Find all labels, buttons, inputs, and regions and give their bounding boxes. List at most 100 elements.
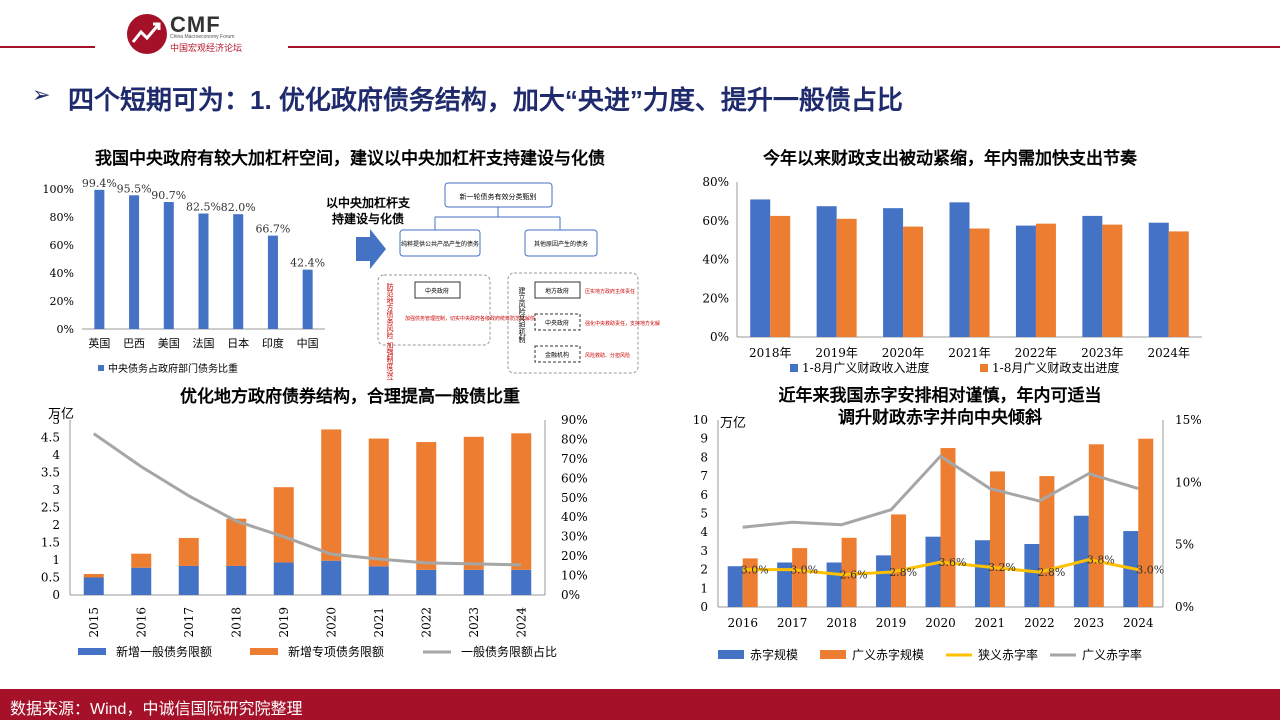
chart1-bar xyxy=(302,269,313,329)
chart4-ytick: 8 xyxy=(700,450,708,464)
chart2-legend-label: 1-8月广义财政收入进度 xyxy=(802,360,929,375)
chart2-xtick: 2021年 xyxy=(948,346,991,360)
debt-classification-diagram: 以中央加杠杆支 持建设与化债 新一轮债务有效分类甄别 纯粹提供公共产品产生的债务… xyxy=(326,182,660,380)
chart3-bar-special xyxy=(416,442,437,570)
chart4-legend-swatch xyxy=(718,650,744,659)
chart3-line-general-share xyxy=(92,432,522,567)
chart4-ytick: 3 xyxy=(700,544,708,558)
cmf-logo-icon xyxy=(127,14,167,54)
diagram-right-box-label: 其他原因产生的债务 xyxy=(534,240,588,248)
chart3-bar-general xyxy=(226,565,247,595)
diagram-right-box xyxy=(524,229,598,257)
chart4-bar-deficit xyxy=(876,555,892,607)
chart2-bar-revenue xyxy=(1148,222,1169,337)
chart4-rate-label: 2.8% xyxy=(889,566,917,579)
chart3-ylabel: 万亿 xyxy=(48,407,74,422)
chart3-ytick: 4.5 xyxy=(41,431,60,445)
chart1-ytick: 20% xyxy=(50,295,74,308)
chart3-bar-special xyxy=(178,537,199,566)
chart4-y2tick: 10% xyxy=(1175,475,1202,489)
chart3-ytick: 0 xyxy=(52,588,60,602)
chart3-y2tick: 90% xyxy=(561,413,588,427)
chart4-rate-label: 3.2% xyxy=(988,561,1016,574)
chart2-ytick: 40% xyxy=(702,253,729,267)
diagram-arrow-label-line1: 以中央加杠杆支 xyxy=(326,195,411,210)
chart3-ytick: 4 xyxy=(52,448,60,462)
diagram-financial-box xyxy=(534,345,581,363)
chart4-title-line1: 近年来我国赤字安排相对谨慎，年内可适当 xyxy=(778,386,1102,405)
headline-arrow-icon: ➢ xyxy=(32,82,51,107)
chart2-bar-revenue xyxy=(750,199,771,337)
chart3-bar-general xyxy=(321,560,342,595)
chart3-y2tick: 0% xyxy=(561,588,580,602)
chart2-legend-swatch xyxy=(980,364,988,372)
chart3-y2tick: 40% xyxy=(561,510,588,524)
diagram-top-box-label: 新一轮债务有效分类甄别 xyxy=(460,192,537,201)
diagram-central-gov2-box xyxy=(534,313,581,331)
header-rule-left xyxy=(0,46,95,48)
chart1-bar xyxy=(233,214,244,329)
chart2-ytick: 20% xyxy=(702,291,729,305)
chart3-bar-general xyxy=(416,569,437,595)
chart2-bar-expenditure xyxy=(1168,231,1189,337)
chart1-ytick: 60% xyxy=(50,239,74,252)
chart3-bar-general xyxy=(131,567,152,595)
chart3-bar-special xyxy=(368,438,389,567)
chart2-xtick: 2019年 xyxy=(815,346,858,360)
chart4-bar-broad-deficit xyxy=(1039,476,1055,607)
diagram-local-gov-label: 地方政府 xyxy=(545,287,569,295)
chart4-rate-label: 2.8% xyxy=(1037,566,1065,579)
header-rule-right xyxy=(288,46,1280,48)
chart4-rate-label: 3.0% xyxy=(741,564,769,577)
chart3-bar-general xyxy=(273,562,294,595)
chart3-ytick: 3.5 xyxy=(41,466,60,480)
diagram-central-gov-box xyxy=(414,281,461,299)
chart4-xtick: 2022 xyxy=(1024,616,1055,630)
chart3-legend-label: 新增专项债务限额 xyxy=(288,644,384,659)
chart4-bar-broad-deficit xyxy=(792,548,808,607)
chart4-ylabel: 万亿 xyxy=(720,416,746,431)
chart3-xtick: 2023 xyxy=(467,607,481,638)
chart3-y2tick: 50% xyxy=(561,491,588,505)
chart2-bar-revenue xyxy=(816,206,837,337)
chart3-xtick: 2018 xyxy=(229,607,243,638)
chart3-ytick: 0.5 xyxy=(41,571,60,585)
chart3-bar-general xyxy=(463,569,484,595)
chart1-xtick: 中国 xyxy=(297,337,319,350)
chart1-data-label: 99.4% xyxy=(82,177,117,190)
chart3-bar-special xyxy=(463,436,484,570)
chart1-bar xyxy=(267,235,278,329)
chart4-bar-deficit xyxy=(1024,543,1040,607)
chart4-legend-label: 狭义赤字率 xyxy=(978,647,1038,662)
chart4-xtick: 2019 xyxy=(876,616,907,630)
chart4-y2tick: 0% xyxy=(1175,600,1194,614)
chart4-bar-deficit xyxy=(777,562,793,607)
chart3-xtick: 2022 xyxy=(419,607,433,638)
chart3-bar-general xyxy=(368,566,389,595)
chart-central-debt-share: 0% 20% 40% 60% 80% 100% 99.4% 英国 95.5% 巴西 90.7% 美国 8… xyxy=(43,177,326,375)
chart2-bar-revenue xyxy=(1082,215,1103,337)
chart3-y2tick: 80% xyxy=(561,432,588,446)
chart2-bar-expenditure xyxy=(903,226,924,337)
chart4-xtick: 2024 xyxy=(1123,616,1154,630)
chart1-xtick: 印度 xyxy=(262,336,284,350)
chart1-data-label: 82.0% xyxy=(221,201,256,214)
chart2-bar-expenditure xyxy=(1035,223,1056,337)
logo-text: CMF xyxy=(170,12,221,37)
chart3-y2tick: 30% xyxy=(561,530,588,544)
chart3-xtick: 2021 xyxy=(372,607,386,638)
chart3-y2tick: 10% xyxy=(561,569,588,583)
diagram-left-box xyxy=(399,229,481,257)
diagram-note-left: 加强债务管理控制，切实中央政府各级政府统筹防范化解债务风险 xyxy=(405,315,550,322)
chart2-ytick: 60% xyxy=(702,214,729,228)
chart2-xtick: 2020年 xyxy=(882,346,925,360)
chart3-bar-special xyxy=(273,487,294,563)
diagram-left-dashed-group xyxy=(377,274,491,346)
chart2-bar-revenue xyxy=(949,202,970,337)
chart4-xtick: 2020 xyxy=(925,616,956,630)
chart3-bar-special xyxy=(511,433,532,570)
chart3-ytick: 2.5 xyxy=(41,501,60,515)
diagram-left-box-label: 纯粹提供公共产品产生的债务 xyxy=(401,240,479,248)
chart4-ytick: 0 xyxy=(700,600,708,614)
chart4-ytick: 1 xyxy=(700,581,708,595)
